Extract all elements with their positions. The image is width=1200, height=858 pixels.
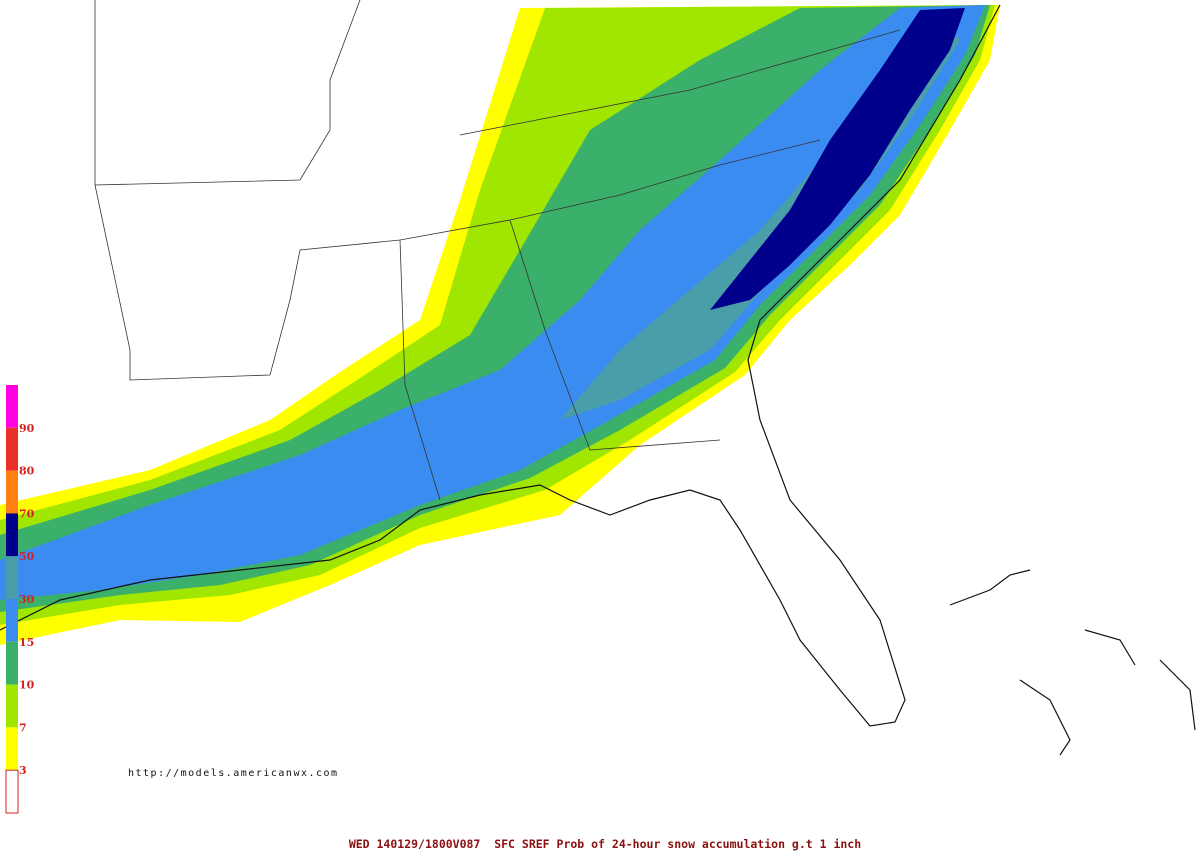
source-url: http://models.americanwx.com <box>128 768 339 779</box>
legend-label: 30 <box>19 593 35 606</box>
state-borders <box>94 0 901 501</box>
legend-swatch <box>6 385 18 428</box>
legend-label: 15 <box>19 636 34 649</box>
legend-label: 7 <box>19 721 27 734</box>
legend-label: 50 <box>19 550 35 563</box>
legend-label: 70 <box>19 507 35 520</box>
snow-bands <box>0 5 1000 645</box>
legend-label: 90 <box>19 422 35 435</box>
legend-swatch <box>5 769 19 814</box>
legend-label: 80 <box>19 465 35 478</box>
legend-swatch <box>6 641 18 685</box>
legend-swatch <box>6 684 18 728</box>
legend-swatch <box>6 470 18 514</box>
legend-swatch <box>6 599 18 642</box>
legend-swatch <box>6 556 18 599</box>
coastline <box>0 4 1196 756</box>
legend-label: 10 <box>19 679 35 692</box>
legend-swatch <box>6 513 18 557</box>
legend-swatch <box>6 727 18 771</box>
legend: 90 80 70 50 30 15 10 7 3 <box>5 385 35 814</box>
legend-swatch <box>6 427 18 471</box>
footer-title: WED 140129/1800V087 SFC SREF Prob of 24-… <box>349 837 861 851</box>
legend-label: 3 <box>19 764 27 777</box>
